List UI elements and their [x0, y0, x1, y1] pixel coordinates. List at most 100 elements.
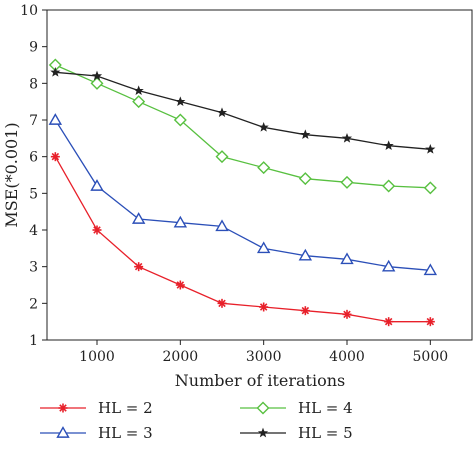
- data-point: [90, 76, 104, 90]
- marker-shape: [50, 66, 61, 77]
- legend-label: HL = 3: [98, 424, 153, 442]
- marker-shape: [91, 70, 103, 81]
- marker-shape: [173, 113, 187, 127]
- legend-item: HL = 2: [40, 399, 153, 417]
- marker-shape: [382, 179, 396, 193]
- data-point: [173, 215, 188, 228]
- y-tick-label: 2: [29, 296, 38, 312]
- marker-stroke: [176, 281, 185, 289]
- series-3: [48, 58, 437, 195]
- marker-stroke: [59, 404, 67, 412]
- y-tick-label: 3: [29, 260, 38, 276]
- data-point: [341, 132, 353, 143]
- marker-shape: [90, 76, 104, 90]
- series-line: [54, 156, 431, 323]
- marker-stroke: [426, 317, 435, 326]
- data-point: [132, 95, 146, 109]
- series-4: [50, 66, 436, 154]
- legend-marker: [257, 427, 269, 438]
- legend-marker: [58, 403, 68, 413]
- marker-stroke: [259, 303, 268, 311]
- data-point: [216, 107, 228, 117]
- data-point: [215, 150, 229, 164]
- y-tick-label: 4: [29, 223, 38, 239]
- data-point: [425, 317, 435, 327]
- data-point: [259, 302, 269, 312]
- marker-shape: [257, 161, 271, 175]
- y-tick-label: 8: [29, 76, 38, 92]
- data-point: [383, 140, 394, 150]
- data-point: [300, 306, 310, 316]
- marker-stroke: [343, 310, 351, 319]
- data-point: [340, 252, 354, 265]
- y-tick-label: 5: [29, 186, 38, 202]
- data-point: [423, 181, 437, 195]
- data-point: [217, 298, 227, 308]
- y-tick-label: 1: [29, 333, 38, 349]
- legend: HL = 2 HL = 3 HL = 4 HL = 5: [40, 399, 353, 442]
- data-point: [48, 113, 63, 125]
- y-tick-label: 10: [20, 3, 38, 19]
- data-point: [256, 241, 271, 254]
- marker-shape: [48, 113, 63, 125]
- data-point: [91, 70, 103, 81]
- legend-label: HL = 2: [98, 399, 153, 417]
- data-point: [90, 179, 104, 191]
- marker-shape: [215, 150, 229, 164]
- data-point: [134, 262, 144, 272]
- data-point: [215, 219, 229, 232]
- marker-stroke: [218, 299, 226, 308]
- x-tick-label: 3000: [246, 349, 282, 365]
- data-point: [92, 225, 102, 235]
- data-point: [175, 96, 186, 106]
- data-point: [300, 129, 311, 139]
- y-axis-label: MSE(*0.001): [2, 122, 21, 227]
- y-tick-label: 9: [29, 40, 38, 56]
- y-tick-label: 7: [29, 113, 38, 129]
- marker-shape: [257, 427, 269, 438]
- marker-shape: [131, 212, 146, 224]
- marker-shape: [383, 140, 394, 150]
- series-line: [55, 64, 431, 189]
- data-point: [131, 212, 146, 224]
- marker-shape: [258, 121, 269, 132]
- marker-shape: [423, 181, 437, 195]
- marker-shape: [425, 143, 436, 154]
- marker-stroke: [301, 306, 310, 315]
- plot-frame: [46, 9, 473, 341]
- series-2: [48, 113, 438, 276]
- marker-shape: [175, 96, 186, 106]
- x-tick-label: 1000: [79, 349, 115, 365]
- legend-item: HL = 4: [240, 399, 353, 417]
- marker-stroke: [51, 152, 60, 161]
- marker-shape: [298, 248, 313, 261]
- data-point: [384, 317, 394, 327]
- marker-stroke: [93, 226, 101, 234]
- marker-stroke: [384, 317, 393, 326]
- data-point: [50, 66, 61, 77]
- series-layer: [48, 58, 438, 327]
- data-point: [381, 259, 396, 272]
- series-1: [50, 152, 435, 327]
- marker-shape: [256, 401, 270, 415]
- legend-item: HL = 5: [240, 424, 353, 442]
- data-point: [175, 280, 185, 290]
- data-point: [423, 263, 438, 276]
- legend-label: HL = 5: [298, 424, 353, 442]
- marker-shape: [381, 259, 396, 272]
- x-tick-label: 2000: [163, 349, 199, 365]
- marker-shape: [90, 179, 104, 191]
- data-point: [298, 248, 313, 261]
- data-point: [257, 161, 271, 175]
- y-tick-label: 6: [29, 150, 38, 166]
- data-point: [173, 113, 187, 127]
- marker-shape: [423, 263, 438, 276]
- axes: 1 2 3 4 5 6 7 8 9 10 1000 2000 3000 4000 5000: [20, 3, 448, 365]
- marker-shape: [256, 241, 271, 254]
- marker-shape: [341, 132, 353, 143]
- data-point: [298, 172, 312, 186]
- legend-marker: [56, 426, 70, 438]
- data-point: [342, 309, 352, 319]
- data-point: [340, 175, 354, 189]
